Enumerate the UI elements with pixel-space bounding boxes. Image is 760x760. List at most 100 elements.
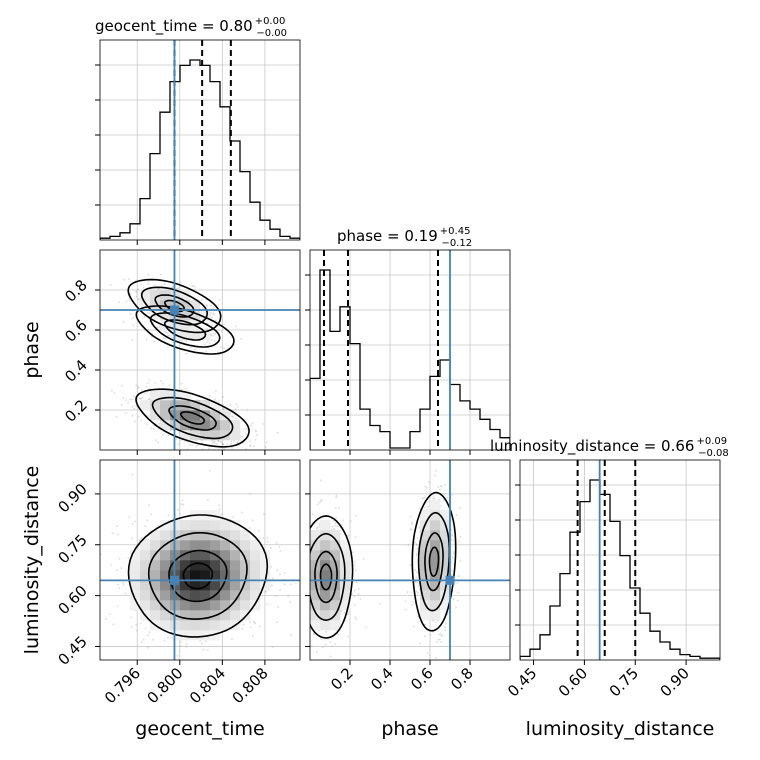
scatter-point: [222, 407, 225, 410]
density-cell: [190, 400, 201, 411]
density-cell: [130, 590, 141, 601]
scatter-point: [146, 391, 149, 393]
scatter-point: [416, 547, 419, 550]
scatter-point: [251, 422, 254, 425]
scatter-point: [131, 473, 134, 476]
scatter-point: [213, 441, 216, 444]
scatter-point: [254, 622, 257, 625]
scatter-point: [426, 505, 429, 508]
scatter-point: [220, 441, 223, 444]
scatter-point: [113, 392, 116, 395]
scatter-point: [279, 573, 281, 576]
density-cell: [200, 550, 211, 561]
y-tick-label: 0.6: [61, 316, 91, 346]
scatter-point: [147, 634, 149, 636]
scatter-point: [137, 288, 140, 291]
density-cell: [320, 610, 331, 621]
density-cell: [230, 530, 241, 541]
scatter-point: [444, 484, 447, 486]
scatter-point: [306, 558, 308, 560]
scatter-point: [212, 441, 215, 444]
scatter-point: [120, 567, 123, 569]
density-cell: [200, 630, 211, 641]
density-cell: [310, 590, 321, 601]
scatter-point: [334, 507, 337, 509]
scatter-point: [322, 646, 324, 649]
scatter-point: [304, 547, 306, 549]
scatter-point: [118, 301, 120, 304]
density-cell: [210, 630, 221, 641]
scatter-point: [301, 607, 303, 609]
scatter-point: [249, 444, 252, 447]
scatter-point: [218, 508, 221, 511]
density-cell: [190, 560, 201, 571]
truth-marker: [169, 305, 179, 315]
scatter-point: [427, 481, 430, 483]
scatter-point: [332, 520, 335, 522]
scatter-point: [260, 548, 262, 551]
scatter-point: [147, 280, 149, 283]
density-cell: [180, 540, 191, 551]
density-cell: [250, 580, 261, 591]
contour-line: [424, 532, 444, 592]
scatter-point: [429, 634, 432, 636]
density-cell: [250, 540, 261, 551]
scatter-point: [232, 416, 234, 418]
scatter-point: [347, 635, 349, 638]
density-cell: [200, 310, 211, 321]
scatter-point: [419, 642, 422, 645]
scatter-point: [249, 621, 252, 623]
scatter-point: [148, 398, 150, 401]
scatter-point: [347, 534, 350, 537]
scatter-point: [120, 404, 123, 406]
scatter-point: [305, 551, 307, 553]
scatter-point: [182, 503, 185, 506]
density-cell: [240, 600, 251, 611]
scatter-point: [450, 569, 453, 572]
scatter-point: [450, 529, 453, 531]
scatter-point: [231, 447, 233, 449]
scatter-point: [329, 655, 332, 658]
scatter-point: [440, 485, 443, 488]
density-cell: [190, 550, 201, 561]
scatter-point: [452, 539, 455, 542]
scatter-point: [167, 334, 170, 336]
scatter-point: [306, 591, 308, 593]
scatter-point: [293, 585, 295, 587]
density-cell: [330, 580, 341, 591]
scatter-point: [311, 513, 314, 516]
scatter-point: [190, 662, 192, 664]
scatter-point: [148, 379, 151, 381]
density-cell: [330, 570, 341, 581]
scatter-point: [417, 592, 419, 594]
scatter-point: [252, 620, 255, 623]
scatter-point: [351, 551, 354, 554]
scatter-point: [220, 346, 222, 349]
scatter-point: [144, 627, 147, 630]
scatter-point: [432, 495, 435, 497]
scatter-point: [146, 382, 149, 385]
scatter-point: [112, 623, 115, 626]
truth-marker: [445, 575, 455, 585]
scatter-point: [406, 591, 409, 594]
scatter-point: [136, 629, 138, 632]
y-tick-label: 0.4: [61, 356, 91, 386]
density-cell: [160, 620, 171, 631]
scatter-point: [156, 326, 159, 329]
scatter-point: [131, 537, 133, 539]
scatter-point: [253, 445, 255, 448]
scatter-point: [215, 442, 218, 445]
scatter-point: [424, 485, 427, 488]
scatter-point: [456, 591, 459, 594]
density-cell: [220, 620, 231, 631]
scatter-point: [411, 604, 414, 606]
scatter-point: [180, 641, 182, 643]
scatter-point: [206, 649, 209, 651]
density-cell: [440, 550, 451, 561]
scatter-point: [200, 298, 203, 301]
density-cell: [220, 550, 231, 561]
scatter-point: [254, 429, 257, 432]
scatter-point: [210, 312, 213, 314]
density-cell: [210, 570, 221, 581]
scatter-point: [162, 337, 165, 340]
